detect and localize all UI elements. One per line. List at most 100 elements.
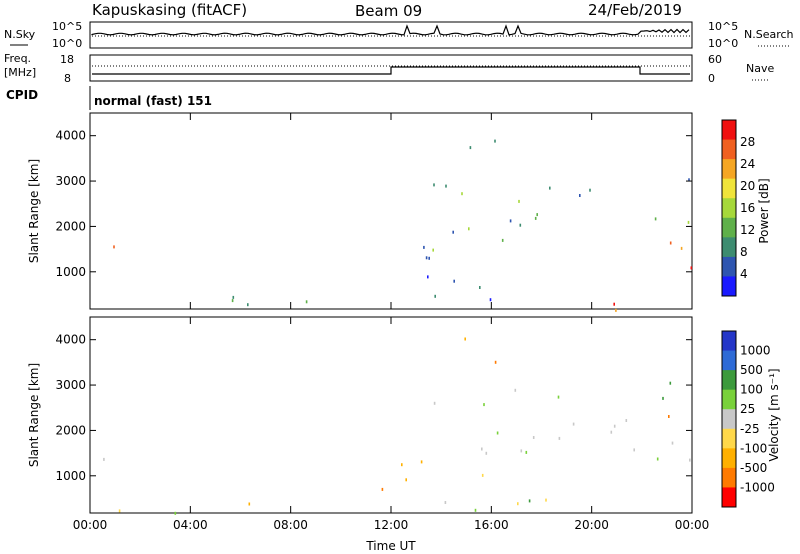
colorbar-swatch bbox=[722, 198, 736, 219]
scatter-cell bbox=[474, 508, 477, 512]
colorbar-swatch bbox=[722, 120, 736, 141]
scatter-cell bbox=[671, 441, 674, 445]
y-tick-label: 3000 bbox=[55, 174, 86, 188]
scatter-cell bbox=[572, 422, 575, 426]
scatter-cell bbox=[485, 451, 488, 455]
velocity-ylabel: Slant Range [km] bbox=[27, 363, 41, 467]
freq-unit: [MHz] bbox=[4, 66, 36, 79]
y-tick-label: 4000 bbox=[55, 129, 86, 143]
scatter-cell bbox=[528, 499, 531, 503]
colorbar-swatch bbox=[722, 276, 736, 297]
colorbar-swatch bbox=[722, 487, 736, 508]
nsky-line bbox=[91, 24, 690, 36]
colorbar-swatch bbox=[722, 370, 736, 391]
colorbar-swatch bbox=[722, 350, 736, 371]
velocity-frame bbox=[89, 316, 693, 514]
scatter-cell bbox=[589, 188, 591, 192]
x-tick-label: 20:00 bbox=[574, 518, 609, 532]
x-tick-label: 12:00 bbox=[374, 518, 409, 532]
scatter-cell bbox=[536, 213, 538, 217]
power-colorbar-label: Power [dB] bbox=[757, 178, 771, 243]
colorbar-tick-label: -25 bbox=[740, 422, 760, 436]
scatter-cell bbox=[656, 457, 659, 461]
scatter-cell bbox=[534, 216, 537, 220]
velocity-colorbar-label: Velocity [m s⁻¹] bbox=[767, 368, 781, 461]
colorbar-tick-label: 1000 bbox=[740, 344, 771, 358]
nave-tick-bottom: 0 bbox=[708, 72, 715, 85]
scatter-cell bbox=[525, 450, 528, 454]
velocity-y-ticks: 1000 2000 3000 4000 bbox=[55, 333, 692, 483]
colorbar-tick-label: 24 bbox=[740, 157, 755, 171]
power-y-ticks: 1000 2000 3000 4000 bbox=[55, 129, 692, 279]
colorbar-tick-label: 500 bbox=[740, 363, 763, 377]
nsearch-label: N.Search bbox=[744, 28, 794, 41]
colorbar-swatch bbox=[722, 159, 736, 180]
nave-tick-top: 60 bbox=[708, 53, 722, 66]
scatter-cell bbox=[433, 183, 435, 187]
scatter-cell bbox=[103, 457, 105, 461]
y-tick-label: 1000 bbox=[55, 265, 86, 279]
nsearch-tick-bottom: 10^0 bbox=[708, 37, 738, 50]
scatter-cell bbox=[444, 501, 447, 504]
scatter-cell bbox=[549, 186, 551, 190]
scatter-cell bbox=[680, 246, 683, 250]
scatter-cell bbox=[483, 403, 485, 407]
scatter-cell bbox=[613, 424, 616, 428]
scatter-cell bbox=[232, 295, 235, 299]
scatter-cell bbox=[248, 502, 251, 506]
scatter-cell bbox=[654, 217, 657, 221]
scatter-cell bbox=[509, 219, 512, 223]
scatter-cell bbox=[690, 266, 693, 270]
colorbar-tick-label: 28 bbox=[740, 135, 755, 149]
freq-trace bbox=[92, 66, 690, 75]
nsky-label: N.Sky bbox=[4, 28, 36, 41]
scatter-cell bbox=[481, 473, 484, 477]
scatter-cell bbox=[381, 487, 384, 491]
scatter-cell bbox=[428, 256, 430, 260]
scatter-cell bbox=[405, 478, 407, 482]
scatter-cell bbox=[558, 436, 561, 440]
scatter-cell bbox=[557, 395, 560, 399]
scatter-cell bbox=[615, 308, 617, 312]
scatter-cell bbox=[668, 415, 670, 418]
scatter-cell bbox=[688, 178, 690, 182]
colorbar-swatch bbox=[722, 448, 736, 469]
beam-title: Beam 09 bbox=[355, 2, 422, 20]
scatter-cell bbox=[481, 447, 483, 451]
colorbar-swatch bbox=[722, 331, 736, 352]
colorbar-tick-label: 20 bbox=[740, 179, 755, 193]
cpid-label: CPID bbox=[6, 88, 38, 102]
velocity-panel: 1000 2000 3000 4000 00:00 04:00 08:00 12:00 16:… bbox=[27, 316, 709, 532]
scatter-cell bbox=[625, 419, 628, 422]
freq-label: Freq. bbox=[4, 52, 31, 65]
colorbar-tick-label: -500 bbox=[740, 461, 767, 475]
scatter-cell bbox=[501, 238, 504, 242]
scatter-cell bbox=[231, 299, 234, 303]
scatter-cell bbox=[496, 431, 499, 435]
scatter-cell bbox=[174, 511, 177, 515]
velocity-colorbar: 1000 500 100 25 -25 -100 -500 -1000 bbox=[721, 330, 775, 508]
scatter-cell bbox=[464, 337, 466, 341]
nsky-trace bbox=[91, 24, 690, 37]
colorbar-swatch bbox=[722, 178, 736, 199]
scatter-cell bbox=[420, 460, 423, 464]
colorbar-swatch bbox=[722, 237, 736, 258]
date-title: 24/Feb/2019 bbox=[588, 1, 682, 19]
power-cells bbox=[113, 139, 693, 312]
colorbar-frame bbox=[721, 330, 737, 508]
freq-panel bbox=[89, 54, 693, 82]
scatter-cell bbox=[401, 463, 403, 467]
scatter-cell bbox=[305, 300, 308, 304]
freq-tick-top: 18 bbox=[60, 53, 74, 66]
cpid-value: normal (fast) 151 bbox=[94, 94, 212, 108]
scatter-cell bbox=[468, 227, 470, 231]
scatter-cell bbox=[118, 509, 121, 513]
scatter-cell bbox=[469, 146, 472, 150]
y-tick-label: 2000 bbox=[55, 423, 86, 437]
scatter-cell bbox=[517, 502, 519, 506]
nsearch-tick-top: 10^5 bbox=[708, 20, 738, 33]
scatter-cell bbox=[427, 275, 429, 279]
scatter-cell bbox=[489, 298, 492, 302]
scatter-cell bbox=[434, 294, 436, 298]
scatter-cell bbox=[662, 396, 664, 400]
